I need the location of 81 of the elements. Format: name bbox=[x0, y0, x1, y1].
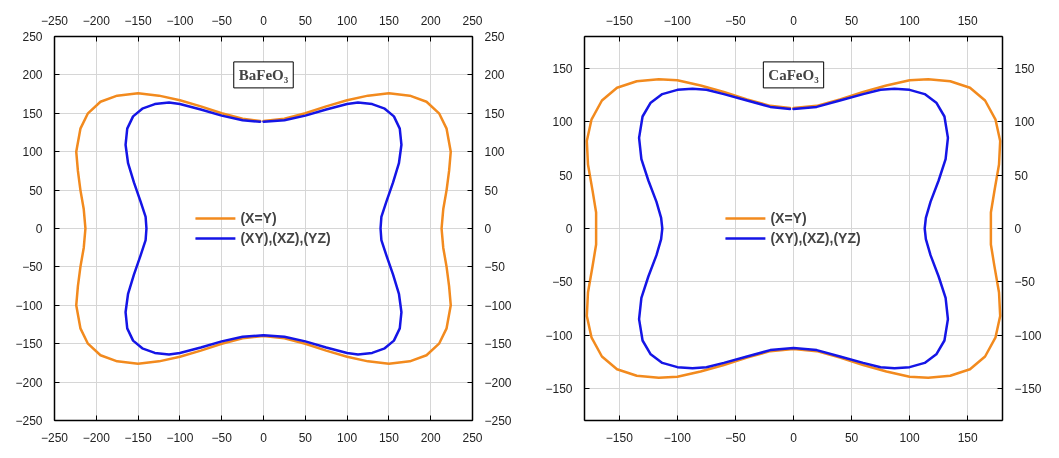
x-tick-label: −100 bbox=[166, 13, 194, 28]
y-tick-label: −100 bbox=[545, 328, 573, 343]
y-tick-label: −250 bbox=[15, 414, 43, 428]
y-tick-label: −150 bbox=[545, 382, 573, 396]
line-series bbox=[124, 101, 403, 356]
y-tick-label: 100 bbox=[22, 145, 43, 160]
x-tick-label: −50 bbox=[725, 13, 746, 28]
y-tick-label: 50 bbox=[29, 183, 43, 198]
y-tick-label: −200 bbox=[15, 375, 43, 390]
y2-tick-label: −100 bbox=[484, 298, 512, 313]
legend-label: (XY),(XZ),(YZ) bbox=[240, 230, 331, 246]
x2-tick-label: 100 bbox=[899, 430, 920, 445]
x-tick-label: 50 bbox=[298, 13, 313, 28]
x-tick-label: 50 bbox=[844, 13, 859, 28]
x2-tick-label: 200 bbox=[420, 430, 442, 445]
y2-tick-label: 100 bbox=[1014, 115, 1035, 130]
x2-tick-label: 250 bbox=[462, 430, 483, 445]
x-tick-label: −100 bbox=[663, 13, 692, 28]
y2-tick-label: 150 bbox=[1014, 62, 1035, 76]
legend-label: (X=Y) bbox=[240, 210, 277, 226]
x-tick-label: 150 bbox=[957, 13, 978, 28]
x-tick-label: −150 bbox=[605, 13, 634, 28]
x2-tick-label: 100 bbox=[337, 430, 358, 445]
y-tick-label: 100 bbox=[552, 115, 573, 130]
y2-tick-label: 100 bbox=[484, 145, 505, 160]
x-tick-label: 200 bbox=[420, 13, 442, 28]
text: CaFeO₃ bbox=[768, 66, 820, 83]
x-tick-label: 100 bbox=[337, 13, 358, 28]
x-tick-label: 0 bbox=[260, 13, 268, 28]
x-tick-label: 0 bbox=[790, 13, 798, 28]
y-tick-label: 250 bbox=[22, 30, 43, 44]
x-tick-label: −150 bbox=[124, 13, 152, 28]
legend-label: (X=Y) bbox=[770, 210, 807, 226]
y2-tick-label: −150 bbox=[1014, 382, 1042, 396]
text: BaFeO₃ bbox=[238, 66, 289, 83]
line-series bbox=[74, 92, 453, 365]
y-tick-label: −100 bbox=[15, 298, 43, 313]
x-tick-label: 250 bbox=[462, 13, 483, 28]
y2-tick-label: 50 bbox=[484, 183, 499, 198]
y2-tick-label: 0 bbox=[1014, 222, 1022, 236]
x-tick-label: −50 bbox=[211, 13, 233, 28]
y2-tick-label: −250 bbox=[484, 414, 512, 428]
x2-tick-label: −50 bbox=[725, 430, 746, 445]
y2-tick-label: 250 bbox=[484, 30, 505, 44]
y2-tick-label: −150 bbox=[484, 337, 512, 352]
y-tick-label: 50 bbox=[559, 168, 573, 183]
x2-tick-label: −100 bbox=[663, 430, 692, 445]
x-tick-label: −250 bbox=[40, 13, 69, 28]
y2-tick-label: 50 bbox=[1014, 168, 1029, 183]
x-tick-label: 100 bbox=[899, 13, 920, 28]
y2-tick-label: −50 bbox=[484, 260, 506, 275]
y-tick-label: 0 bbox=[565, 222, 573, 236]
x2-tick-label: 150 bbox=[378, 430, 400, 445]
y-tick-label: −50 bbox=[22, 260, 43, 275]
y2-tick-label: 200 bbox=[484, 68, 505, 83]
x2-tick-label: 0 bbox=[260, 430, 268, 445]
x2-tick-label: −250 bbox=[40, 430, 69, 445]
x-tick-label: 150 bbox=[378, 13, 400, 28]
y2-tick-label: −200 bbox=[484, 375, 512, 390]
x2-tick-label: −100 bbox=[166, 430, 194, 445]
y-tick-label: 200 bbox=[22, 68, 43, 83]
x2-tick-label: −150 bbox=[605, 430, 634, 445]
y-tick-label: 0 bbox=[35, 222, 43, 236]
y2-tick-label: −50 bbox=[1014, 275, 1036, 290]
x2-tick-label: 50 bbox=[298, 430, 313, 445]
y2-tick-label: −100 bbox=[1014, 328, 1042, 343]
y2-tick-label: 150 bbox=[484, 106, 505, 121]
legend-label: (XY),(XZ),(YZ) bbox=[770, 230, 861, 246]
y-tick-label: −50 bbox=[552, 275, 573, 290]
line-series bbox=[637, 87, 950, 370]
x2-tick-label: −150 bbox=[124, 430, 152, 445]
x-tick-label: −200 bbox=[82, 13, 111, 28]
y-tick-label: 150 bbox=[22, 106, 43, 121]
x2-tick-label: −50 bbox=[211, 430, 233, 445]
y-tick-label: −150 bbox=[15, 337, 43, 352]
x2-tick-label: 150 bbox=[957, 430, 978, 445]
y2-tick-label: 0 bbox=[484, 222, 492, 236]
x2-tick-label: −200 bbox=[82, 430, 111, 445]
y-tick-label: 150 bbox=[552, 62, 573, 76]
x2-tick-label: 50 bbox=[844, 430, 859, 445]
x2-tick-label: 0 bbox=[790, 430, 798, 445]
